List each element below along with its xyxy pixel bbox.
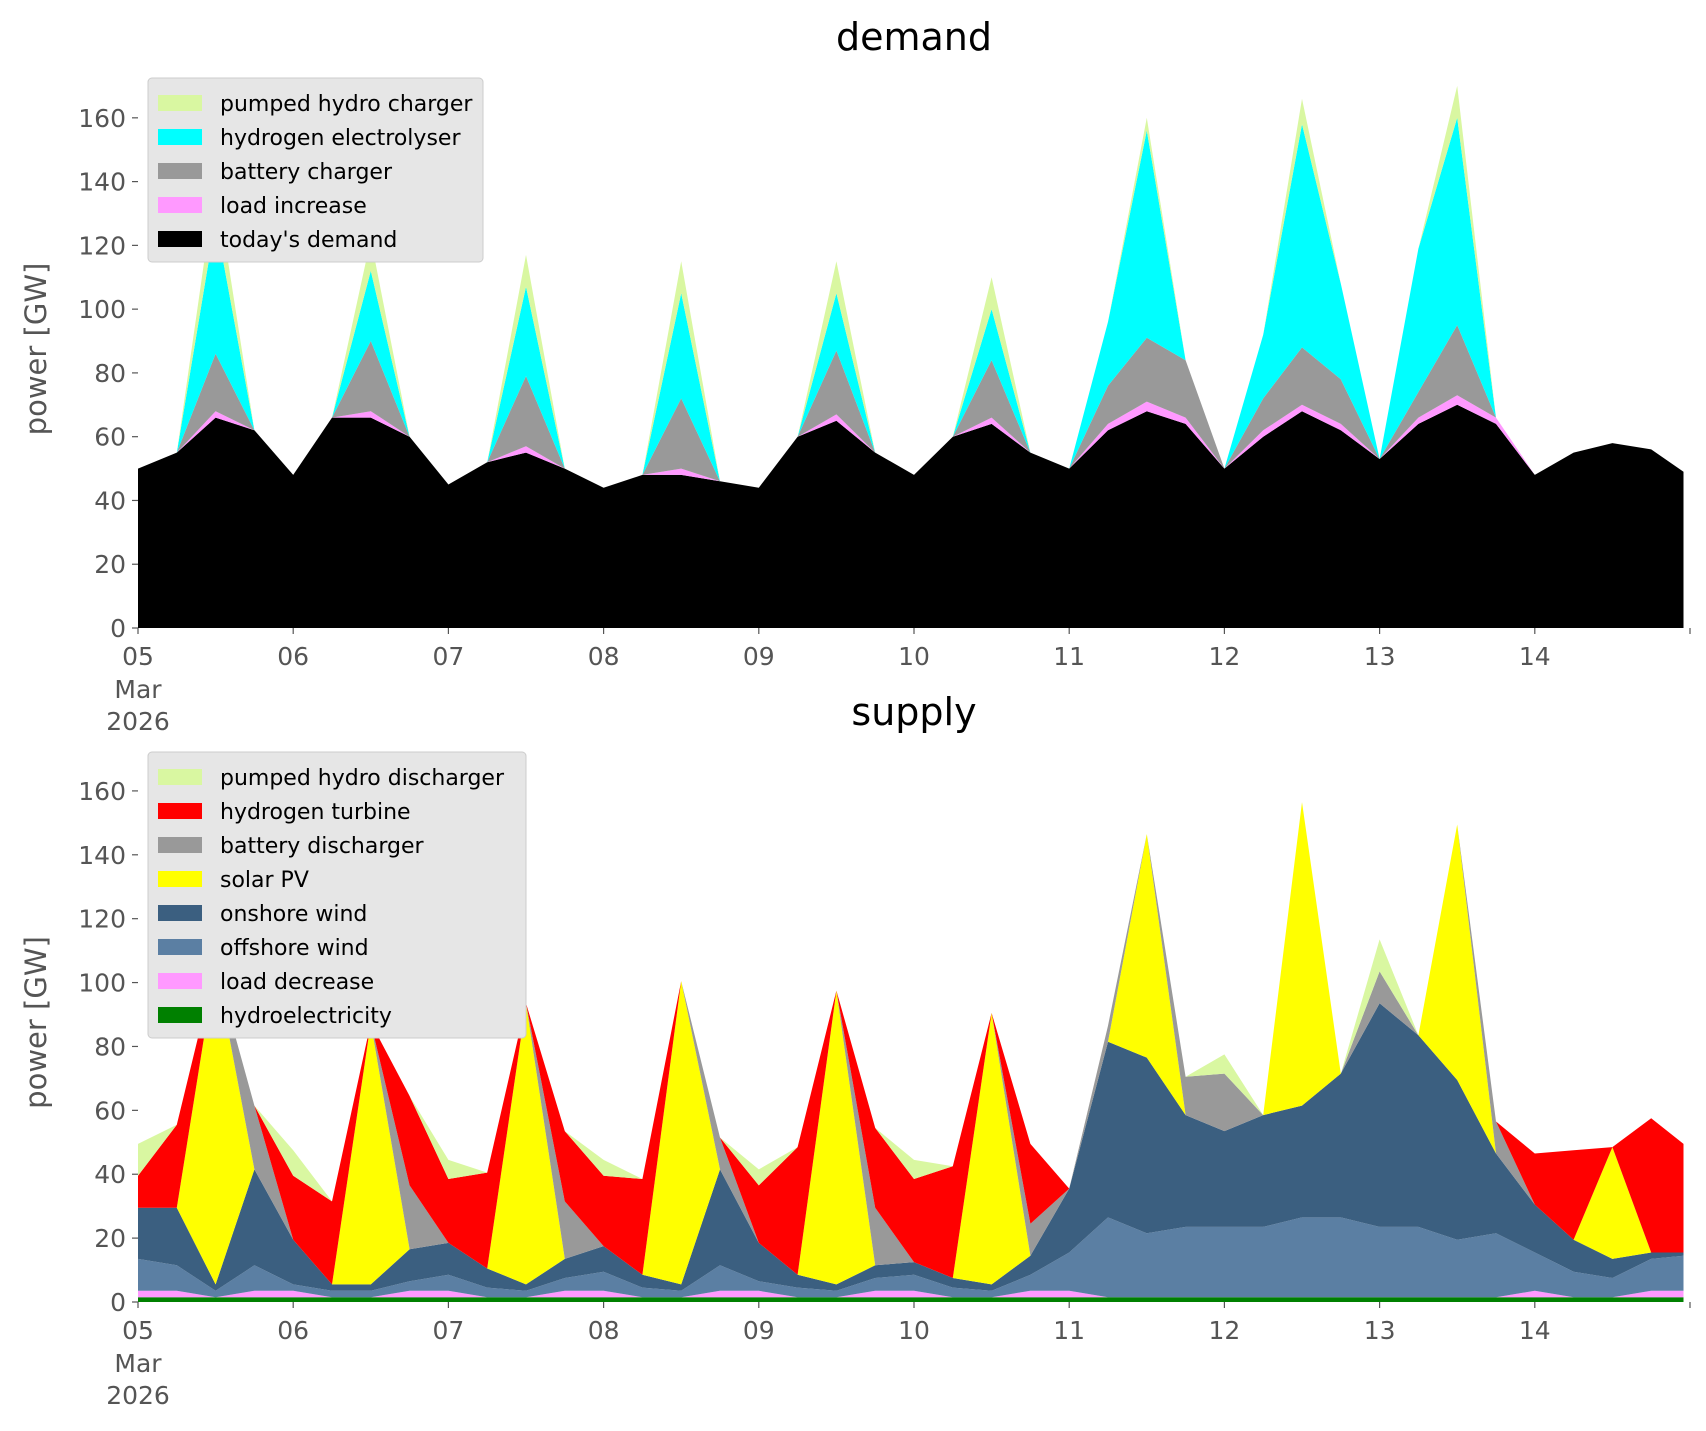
y-tick-label: 40 [94, 486, 126, 515]
x-tick-label: 11 [1053, 1316, 1085, 1345]
area-today-s-demand [138, 404, 1684, 628]
x-tick-label: 14 [1519, 642, 1551, 671]
legend-swatch [158, 769, 202, 785]
y-tick-label: 160 [78, 104, 126, 133]
legend-label: pumped hydro discharger [220, 766, 505, 791]
legend-swatch [158, 837, 202, 853]
legend-label: hydrogen electrolyser [220, 126, 461, 151]
y-tick-label: 100 [78, 969, 126, 998]
legend-box [147, 751, 527, 1039]
x-tick-sublabel: Mar [114, 675, 162, 704]
area-hydrogen-electrolyser [138, 117, 1684, 488]
x-tick-label: 10 [898, 642, 930, 671]
legend-label: onshore wind [220, 902, 367, 927]
area-onshore-wind [138, 1003, 1684, 1291]
legend-swatch [158, 939, 202, 955]
y-tick-label: 20 [94, 1224, 126, 1253]
area-hydrogen-turbine [138, 802, 1684, 1285]
legend-swatch [158, 905, 202, 921]
legend-box [147, 77, 484, 263]
y-tick-label: 140 [78, 168, 126, 197]
y-tick-label: 80 [94, 359, 126, 388]
area-solar-pv [138, 802, 1684, 1285]
y-tick-label: 120 [78, 905, 126, 934]
y-tick-label: 60 [94, 423, 126, 452]
chart-title: supply [851, 690, 976, 734]
x-tick-sublabel: Mar [114, 1349, 162, 1378]
legend-swatch [158, 95, 202, 111]
area-offshore-wind [138, 1217, 1684, 1298]
x-tick-label: 05 [122, 1316, 154, 1345]
x-tick-label: 10 [898, 1316, 930, 1345]
y-tick-label: 60 [94, 1096, 126, 1125]
x-tick-label: 11 [1053, 642, 1085, 671]
legend-label: load increase [220, 194, 367, 219]
legend: pumped hydro charger hydrogen electrolyse… [147, 77, 484, 263]
y-axis-label: power [GW] [19, 263, 53, 436]
x-tick-label: 12 [1208, 642, 1240, 671]
area-load-decrease [138, 1290, 1684, 1298]
panel-1: supply power [GW] 0 20 40 60 80 100 120 140 160 05 M… [19, 690, 1691, 1410]
y-axis-label: power [GW] [19, 936, 53, 1109]
area-hydroelectricity [138, 1297, 1684, 1302]
y-tick-label: 160 [78, 777, 126, 806]
legend: pumped hydro discharger hydrogen turbine b… [147, 751, 527, 1039]
panel-0: demand power [GW] 0 20 40 60 80 100 120 140 160 05 M… [19, 15, 1691, 736]
x-tick-label: 09 [743, 642, 775, 671]
legend-swatch [158, 871, 202, 887]
legend-label: hydroelectricity [220, 1004, 392, 1029]
legend-label: pumped hydro charger [220, 92, 473, 117]
x-tick-label: 08 [588, 1316, 620, 1345]
x-tick-label: 06 [277, 1316, 309, 1345]
chart-title: demand [836, 15, 992, 59]
legend-label: today's demand [220, 228, 397, 253]
legend-swatch [158, 1007, 202, 1023]
x-tick-label: 06 [277, 642, 309, 671]
x-tick-label: 08 [588, 642, 620, 671]
y-tick-label: 40 [94, 1160, 126, 1189]
x-tick-label: 07 [432, 642, 464, 671]
area-pumped-hydro-discharger [138, 802, 1684, 1202]
legend-label: hydrogen turbine [220, 800, 411, 825]
x-tick-label: 05 [122, 642, 154, 671]
x-tick-label: 13 [1364, 642, 1396, 671]
x-tick-label: 14 [1519, 1316, 1551, 1345]
legend-swatch [158, 197, 202, 213]
y-tick-label: 140 [78, 841, 126, 870]
x-tick-label: 13 [1364, 1316, 1396, 1345]
y-tick-label: 0 [110, 1288, 126, 1317]
legend-label: solar PV [220, 868, 309, 893]
legend-label: battery discharger [220, 834, 425, 859]
legend-label: battery charger [220, 160, 393, 185]
y-tick-label: 20 [94, 550, 126, 579]
legend-swatch [158, 129, 202, 145]
y-tick-label: 100 [78, 295, 126, 324]
legend-label: load decrease [220, 970, 374, 995]
area-battery-charger [138, 325, 1684, 488]
legend-swatch [158, 163, 202, 179]
legend-swatch [158, 973, 202, 989]
x-tick-label: 07 [432, 1316, 464, 1345]
legend-swatch [158, 803, 202, 819]
legend-label: offshore wind [220, 936, 369, 961]
x-tick-label: 09 [743, 1316, 775, 1345]
y-tick-label: 80 [94, 1032, 126, 1061]
y-tick-label: 0 [110, 614, 126, 643]
x-tick-sublabel: 2026 [106, 707, 170, 736]
legend-swatch [158, 231, 202, 247]
x-tick-label: 12 [1208, 1316, 1240, 1345]
y-tick-label: 120 [78, 231, 126, 260]
x-tick-sublabel: 2026 [106, 1381, 170, 1410]
